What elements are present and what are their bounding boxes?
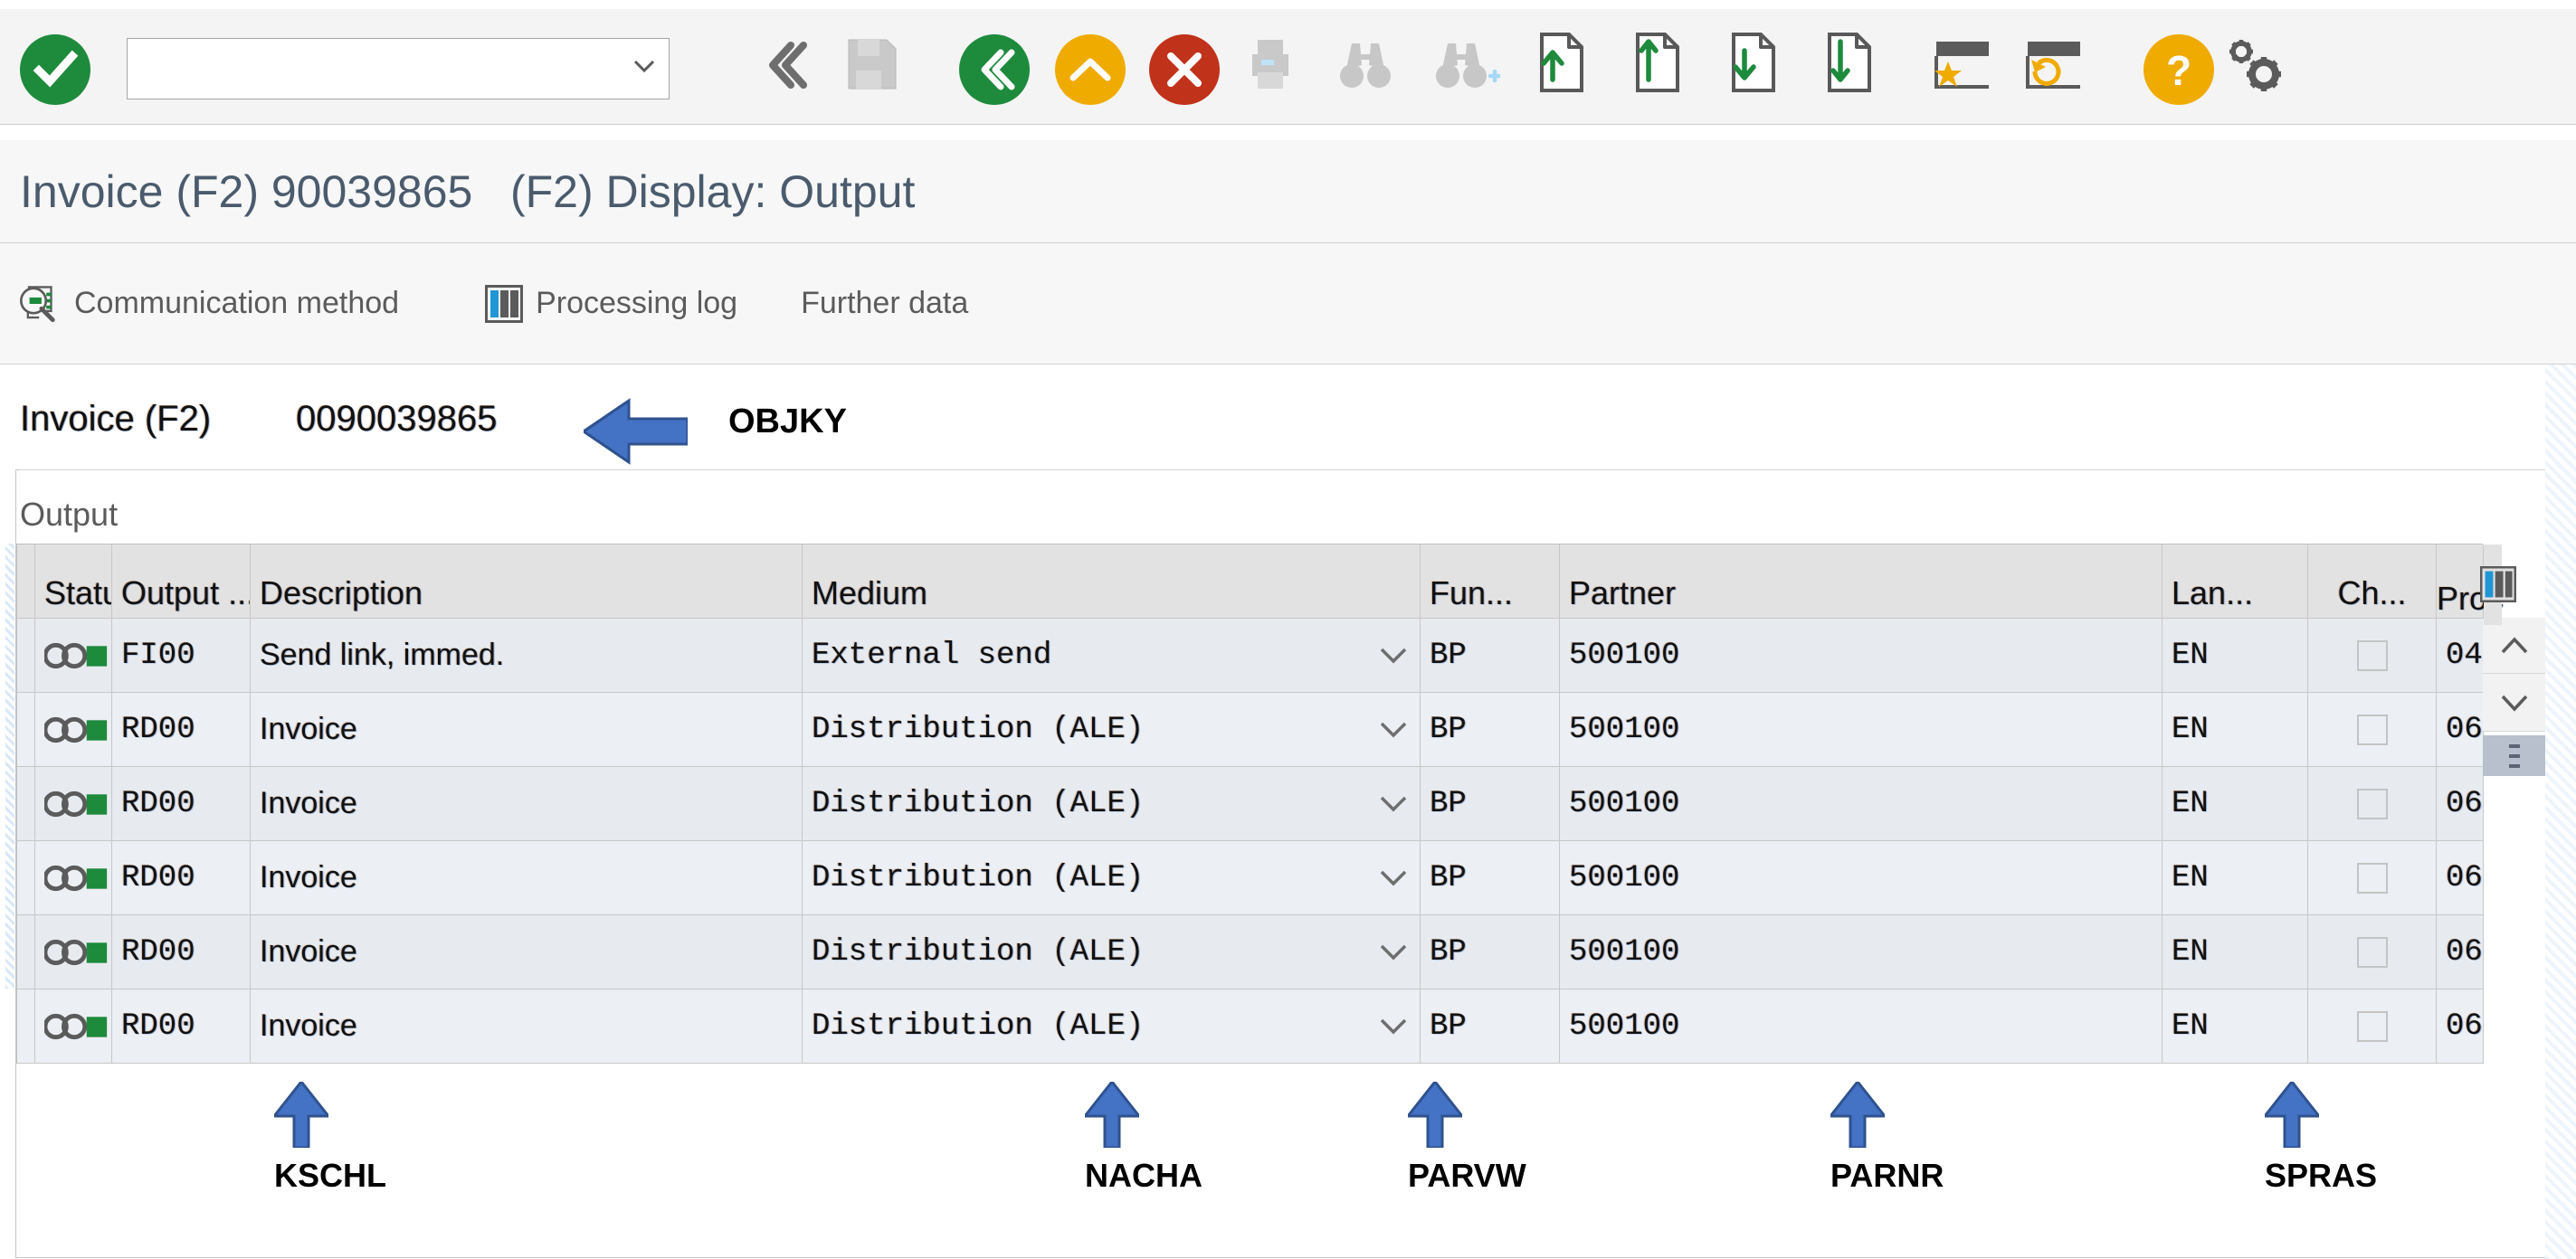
svg-text:?: ? <box>2166 47 2191 94</box>
